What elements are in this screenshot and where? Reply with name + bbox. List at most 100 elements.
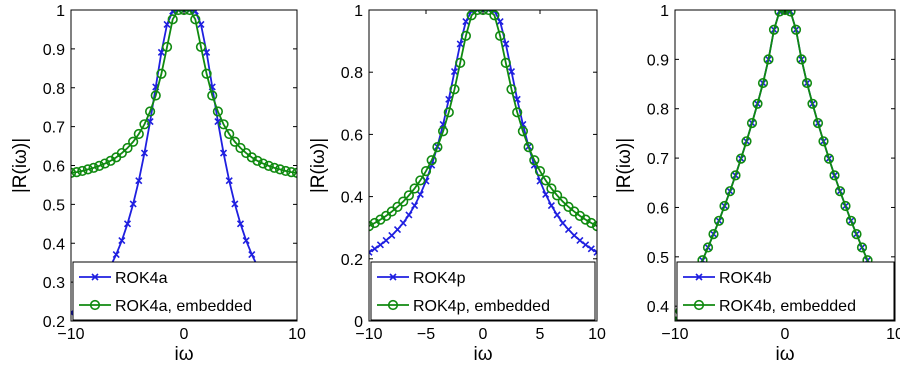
data-point: [258, 158, 269, 169]
data-point: [393, 226, 402, 234]
data-point: [263, 160, 274, 171]
data-point: [242, 236, 250, 245]
data-point: [477, 10, 489, 16]
y-tick-label: 0.9: [43, 42, 65, 59]
legend-marker: [91, 273, 99, 281]
data-point: [150, 90, 161, 101]
data-point: [156, 68, 167, 79]
data-point: [489, 10, 500, 21]
y-tick-label: 1: [56, 3, 65, 20]
data-point: [118, 236, 126, 245]
data-point: [506, 84, 517, 95]
legend-entry: ROK4b, embedded: [719, 298, 856, 315]
data-point: [593, 248, 597, 256]
data-point: [286, 167, 297, 178]
data-point: [184, 10, 195, 16]
data-point: [443, 107, 454, 118]
chart-panel-2: 00.20.40.60.81−10 −5 0 5 10iω|R(iω)|ROK4pROK…: [308, 3, 606, 365]
data-point: [553, 211, 561, 219]
data-point: [122, 142, 133, 154]
y-tick-label: 0.8: [43, 81, 65, 98]
data-point: [779, 10, 791, 16]
series-rok4p-embedded: [369, 10, 597, 232]
data-point: [388, 231, 396, 240]
data-point: [540, 175, 551, 186]
data-point: [135, 177, 143, 185]
data-point: [432, 142, 443, 153]
data-point: [426, 155, 437, 166]
data-point: [462, 17, 470, 26]
data-point: [834, 186, 846, 197]
data-point: [224, 128, 235, 140]
legend-entry: ROK4a: [115, 270, 168, 287]
legend-entry: ROK4p, embedded: [413, 298, 550, 315]
data-point: [591, 221, 597, 232]
data-point: [576, 236, 584, 245]
data-point: [768, 24, 780, 35]
data-point: [392, 201, 403, 212]
data-point: [460, 30, 472, 41]
data-point: [139, 119, 150, 130]
data-point: [735, 153, 747, 164]
series-rok4p: [369, 10, 597, 256]
y-tick-label: 0.7: [647, 151, 669, 168]
data-point: [724, 186, 736, 197]
data-point: [818, 136, 829, 147]
data-point: [502, 40, 510, 48]
data-point: [534, 165, 546, 177]
data-point: [190, 14, 201, 25]
data-point: [99, 158, 110, 169]
data-point: [713, 215, 725, 226]
data-point: [856, 242, 868, 253]
data-point: [77, 165, 88, 177]
data-point: [547, 202, 555, 210]
x-tick-label: −10: [661, 326, 688, 343]
data-point: [291, 167, 297, 178]
data-point: [399, 219, 407, 227]
data-point: [708, 229, 719, 240]
data-point: [796, 54, 807, 65]
data-point: [376, 241, 384, 249]
data-point: [557, 196, 568, 207]
y-tick-label: 0.4: [647, 299, 669, 316]
data-point: [500, 57, 511, 68]
data-point: [207, 90, 218, 101]
data-point: [450, 68, 459, 76]
y-tick-label: 0.6: [341, 127, 363, 144]
data-point: [472, 10, 483, 16]
x-tick-label: 10: [588, 326, 606, 343]
x-axis-label: iω: [174, 344, 193, 365]
legend-marker: [387, 299, 399, 311]
data-point: [449, 84, 460, 95]
data-point: [129, 200, 137, 208]
y-tick-label: 0.8: [647, 102, 669, 119]
x-tick-label: 10: [288, 326, 306, 343]
series-line: [369, 10, 597, 254]
data-point: [829, 170, 840, 181]
y-tick-label: 1: [354, 3, 363, 20]
data-point: [371, 245, 379, 253]
data-point: [128, 136, 139, 147]
y-tick-label: 0.9: [647, 52, 669, 69]
data-point: [415, 175, 426, 186]
x-axis-label: iω: [775, 344, 794, 365]
y-tick-label: 0.5: [647, 250, 669, 267]
legend-entry: ROK4p: [413, 270, 466, 287]
series-line: [71, 10, 297, 174]
data-point: [702, 242, 714, 253]
data-point: [845, 215, 857, 226]
x-tick-label: 0: [781, 326, 790, 343]
legend-marker: [693, 299, 705, 311]
data-point: [420, 165, 432, 177]
data-point: [274, 164, 286, 175]
data-point: [774, 10, 785, 17]
legend-entry: ROK4b: [719, 270, 772, 287]
data-point: [219, 149, 228, 157]
data-point: [71, 167, 77, 178]
data-point: [438, 126, 449, 137]
y-tick-label: 0: [354, 314, 363, 331]
data-point: [201, 68, 212, 79]
data-point: [746, 117, 758, 129]
data-point: [133, 128, 144, 140]
